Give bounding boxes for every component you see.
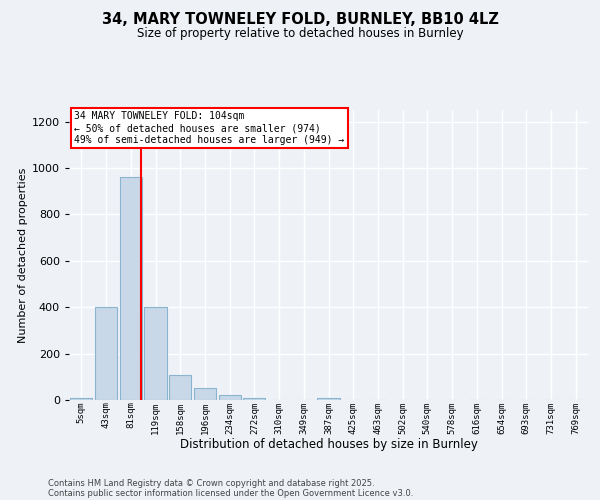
Bar (95, 307, 117, 400)
Text: Size of property relative to detached houses in Burnley: Size of property relative to detached ho… (137, 28, 463, 40)
Bar (145, 307, 167, 400)
Text: 34, MARY TOWNELEY FOLD, BURNLEY, BB10 4LZ: 34, MARY TOWNELEY FOLD, BURNLEY, BB10 4L… (101, 12, 499, 28)
Y-axis label: Number of detached properties: Number of detached properties (17, 168, 28, 342)
Bar (317, 398, 340, 400)
Bar (70, 398, 92, 400)
Text: 34 MARY TOWNELEY FOLD: 104sqm
← 50% of detached houses are smaller (974)
49% of : 34 MARY TOWNELEY FOLD: 104sqm ← 50% of d… (74, 112, 344, 144)
Text: Contains HM Land Registry data © Crown copyright and database right 2025.: Contains HM Land Registry data © Crown c… (48, 478, 374, 488)
Text: Contains public sector information licensed under the Open Government Licence v3: Contains public sector information licen… (48, 488, 413, 498)
Bar (119, 178, 142, 400)
Bar (218, 396, 241, 400)
Bar (169, 375, 191, 400)
Bar (194, 388, 216, 400)
Bar (243, 398, 265, 400)
X-axis label: Distribution of detached houses by size in Burnley: Distribution of detached houses by size … (179, 438, 478, 451)
